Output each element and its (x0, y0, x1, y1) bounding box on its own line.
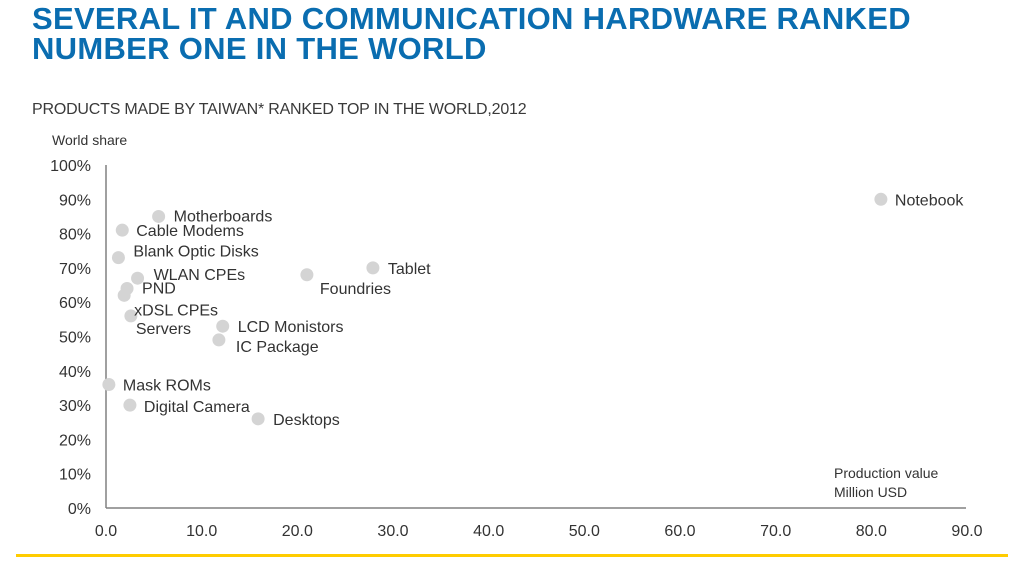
data-point (366, 261, 380, 275)
data-point (123, 398, 137, 412)
y-tick-label: 40% (59, 364, 91, 381)
page-title-line-1: SEVERAL IT AND COMMUNICATION HARDWARE RA… (32, 1, 911, 36)
data-point-label: Tablet (388, 261, 431, 278)
y-tick-label: 10% (59, 467, 91, 484)
data-point (102, 378, 116, 392)
data-point-label: Foundries (320, 281, 391, 298)
data-point (124, 309, 138, 323)
page-title-line-2: NUMBER ONE IN THE WORLD (32, 31, 487, 66)
tick-labels: 0.0 10.0 20.0 30.0 40.0 50.0 60.0 70.0 80.0 90.0 0… (50, 158, 983, 540)
x-tick-label: 0.0 (95, 523, 117, 540)
data-point (131, 271, 145, 285)
data-point-label: PND (142, 280, 176, 297)
data-point (111, 251, 125, 265)
data-point (212, 333, 226, 347)
data-point (117, 288, 131, 302)
axes (105, 165, 966, 509)
x-tick-label: 70.0 (760, 523, 791, 540)
data-point-label: LCD Monistors (238, 319, 344, 336)
data-point-label: Motherboards (174, 208, 273, 225)
y-tick-label: 20% (59, 432, 91, 449)
data-point-label: Mask ROMs (123, 378, 211, 395)
y-axis-label: World share (52, 132, 128, 148)
data-point-label: Notebook (895, 192, 964, 209)
data-point (251, 412, 265, 426)
y-tick-label: 0% (68, 501, 91, 518)
y-tick-label: 50% (59, 330, 91, 347)
x-tick-label: 50.0 (569, 523, 600, 540)
x-tick-label: 80.0 (856, 523, 887, 540)
y-tick-label: 90% (59, 192, 91, 209)
y-tick-label: 100% (50, 158, 91, 175)
data-point-label: Cable Modems (136, 223, 244, 240)
x-tick-label: 60.0 (664, 523, 695, 540)
data-point-label: Blank Optic Disks (133, 244, 258, 261)
data-point (115, 223, 129, 237)
chart-title: PRODUCTS MADE BY TAIWAN* RANKED TOP IN T… (32, 101, 527, 118)
x-tick-label: 30.0 (377, 523, 408, 540)
data-point-label: Digital Camera (144, 399, 250, 416)
data-point (152, 209, 166, 223)
x-tick-label: 20.0 (282, 523, 313, 540)
data-point-label: Desktops (273, 412, 340, 429)
data-point-label: WLAN CPEs (154, 267, 246, 284)
data-point (216, 319, 230, 333)
x-tick-label: 90.0 (951, 523, 982, 540)
data-point-label: Servers (136, 321, 191, 338)
x-tick-label: 10.0 (186, 523, 217, 540)
y-tick-label: 70% (59, 261, 91, 278)
data-point-label: IC Package (236, 339, 319, 356)
y-tick-label: 80% (59, 227, 91, 244)
page-title: SEVERAL IT AND COMMUNICATION HARDWARE RA… (32, 1, 1007, 66)
data-point (874, 192, 888, 206)
x-tick-label: 40.0 (473, 523, 504, 540)
accent-rule (16, 554, 1008, 557)
x-axis-label-line-2: Million USD (834, 484, 908, 500)
x-axis-label: Production value Million USD (834, 464, 938, 502)
x-axis-label-line-1: Production value (834, 465, 939, 481)
data-point-label: xDSL CPEs (134, 302, 218, 319)
data-point (300, 268, 314, 282)
y-tick-label: 60% (59, 295, 91, 312)
y-tick-label: 30% (59, 398, 91, 415)
